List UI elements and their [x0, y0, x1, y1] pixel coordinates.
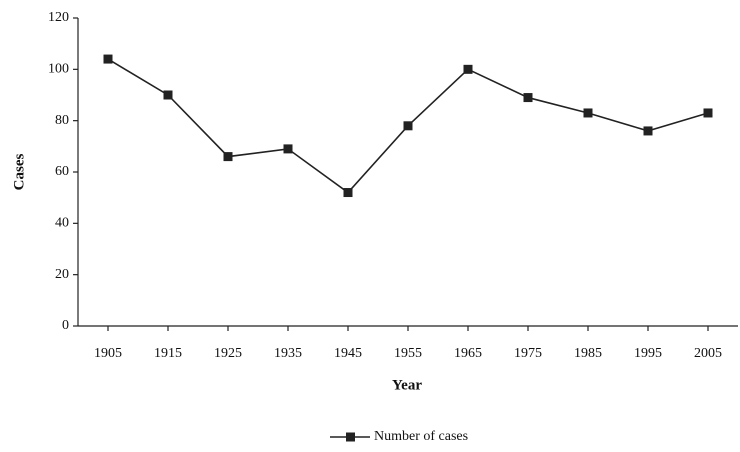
y-tick-label: 60: [55, 164, 69, 179]
x-tick-label: 1925: [214, 346, 242, 361]
point: [463, 64, 473, 74]
point: [223, 152, 233, 162]
legend-label: Number of cases: [374, 429, 468, 444]
y-tick-label: 0: [62, 318, 69, 333]
x-tick-label: 1985: [574, 346, 602, 361]
x-tick-label: 1915: [154, 346, 182, 361]
x-tick-label: 1945: [334, 346, 362, 361]
x-tick-label: 1905: [94, 346, 122, 361]
x-tick-label: 1965: [454, 346, 482, 361]
y-tick-label: 100: [48, 62, 69, 77]
point: [643, 126, 653, 136]
point: [703, 108, 713, 118]
legend-marker: [346, 432, 355, 442]
x-tick-label: 1995: [634, 346, 662, 361]
y-tick-label: 20: [55, 267, 69, 282]
x-tick-label: 1935: [274, 346, 302, 361]
x-tick-label: 1975: [514, 346, 542, 361]
point: [163, 90, 173, 100]
x-axis-label: Year: [392, 377, 422, 393]
point: [103, 54, 113, 64]
point: [583, 108, 593, 118]
point: [283, 144, 293, 154]
point: [403, 121, 413, 131]
point: [343, 188, 353, 198]
x-tick-label: 2005: [694, 346, 722, 361]
y-tick-label: 40: [55, 216, 69, 231]
x-tick-label: 1955: [394, 346, 422, 361]
point: [523, 93, 533, 103]
y-tick-label: 80: [55, 113, 69, 128]
y-axis-label: Cases: [11, 154, 27, 191]
y-tick-label: 120: [48, 10, 69, 25]
